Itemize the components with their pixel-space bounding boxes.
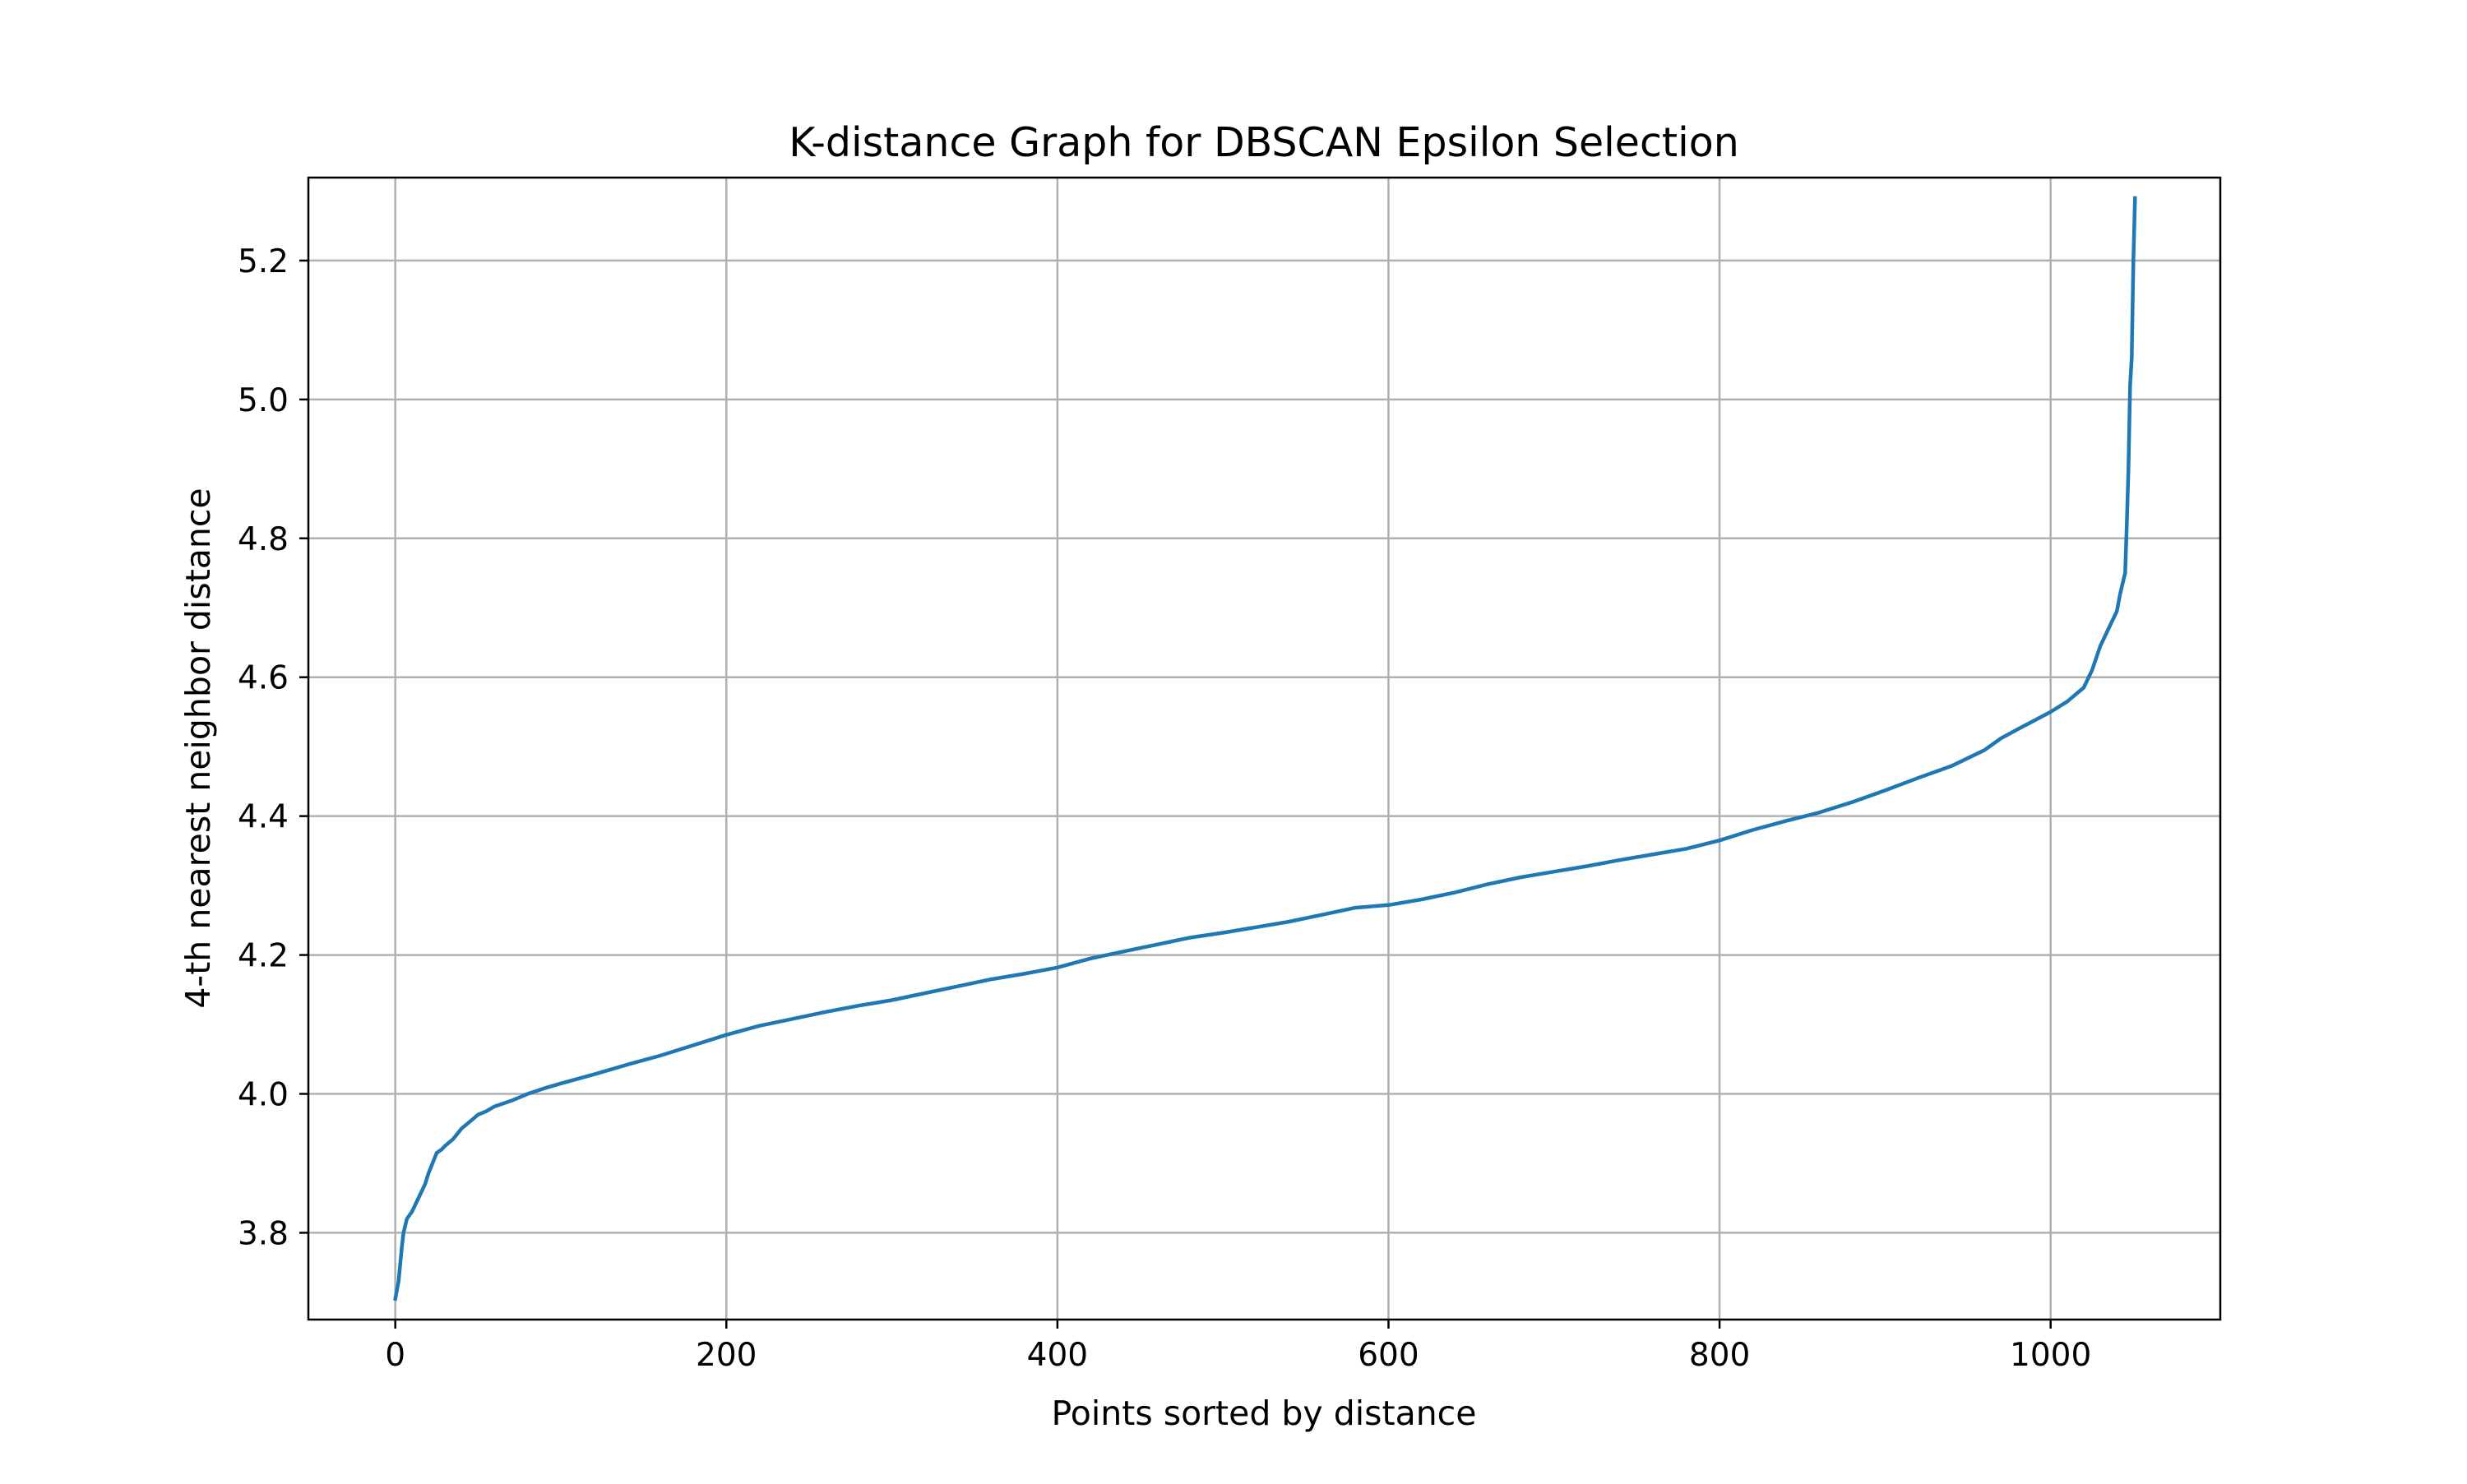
grid-lines — [308, 178, 2220, 1320]
y-tick-label: 4.2 — [238, 938, 289, 975]
y-tick-label: 4.4 — [238, 799, 289, 836]
x-tick-label: 800 — [1689, 1337, 1750, 1374]
k-distance-series-line — [393, 196, 2137, 1301]
series-layer — [393, 196, 2137, 1301]
x-axis-label: Points sorted by distance — [1052, 1394, 1477, 1433]
plot-area-frame — [307, 176, 2222, 1321]
y-tick-label: 5.2 — [238, 243, 289, 280]
x-tick-label: 0 — [385, 1337, 405, 1374]
x-tick-label: 1000 — [2010, 1337, 2091, 1374]
x-tick-label: 400 — [1027, 1337, 1088, 1374]
axis-ticks: 0 200 400 600 800 1000 3.8 4.0 4.2 4.4 4.6 4.8 5.0 5.… — [238, 243, 2091, 1374]
y-tick-label: 4.8 — [238, 521, 289, 558]
y-tick-label: 5.0 — [238, 382, 289, 419]
x-tick-label: 200 — [696, 1337, 757, 1374]
chart-title: K-distance Graph for DBSCAN Epsilon Sele… — [789, 119, 1739, 166]
y-tick-label: 3.8 — [238, 1215, 289, 1252]
y-axis-label: 4-th nearest neighbor distance — [178, 488, 218, 1008]
x-tick-label: 600 — [1358, 1337, 1419, 1374]
y-tick-label: 4.0 — [238, 1076, 289, 1113]
y-tick-label: 4.6 — [238, 660, 289, 697]
